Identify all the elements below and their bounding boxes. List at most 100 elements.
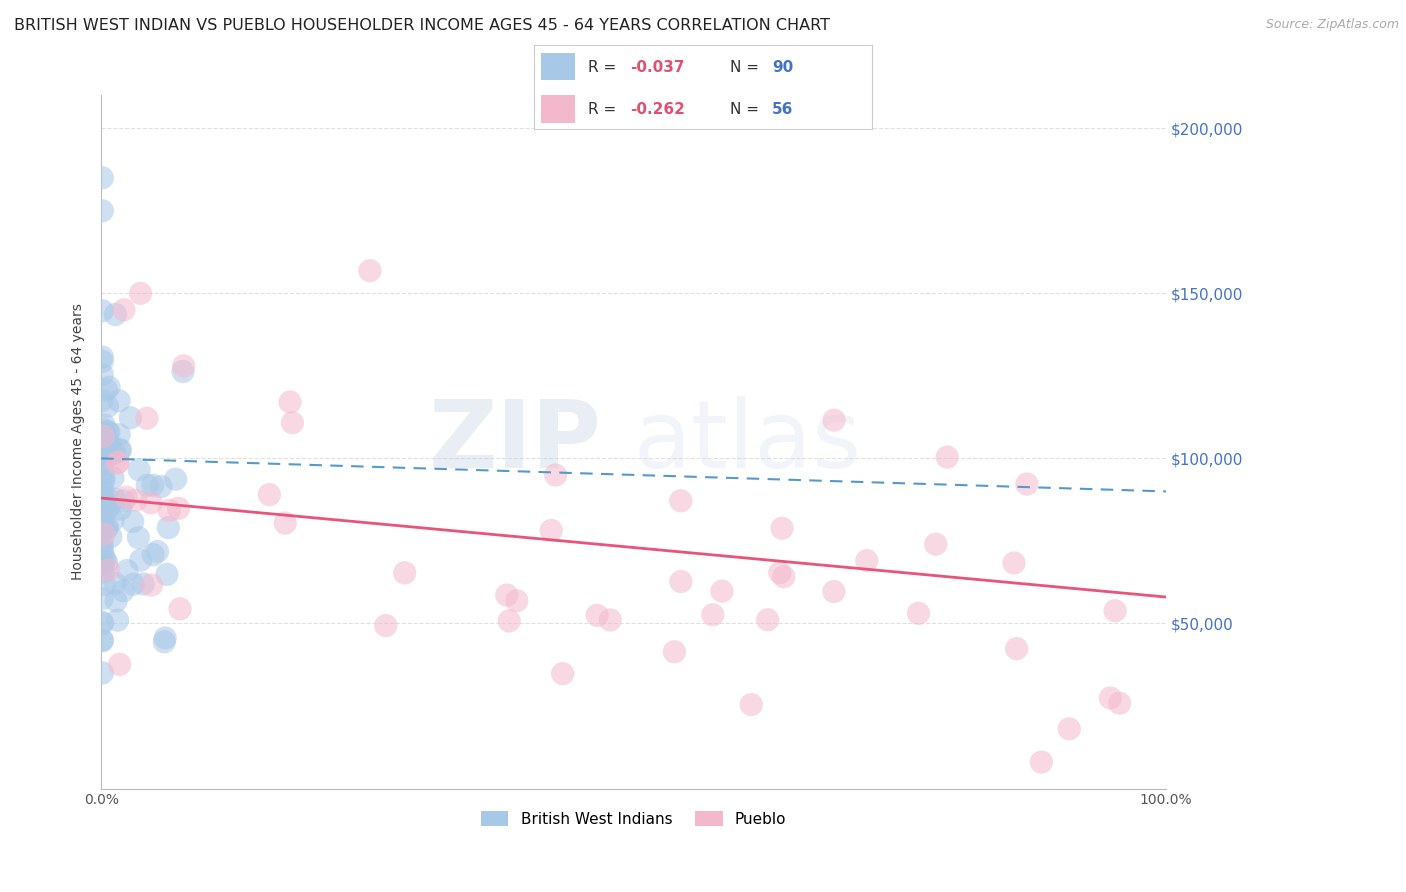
Point [112,494,135,508]
Point [96,556,118,570]
Legend: British West Indians, Pueblo: British West Indians, Pueblo [475,805,793,833]
Point [172,365,194,379]
Point [146,544,169,558]
Point [498,614,520,628]
Point [157,503,180,517]
Point [259,487,281,501]
Point [129,553,152,567]
Text: ZIP: ZIP [429,396,602,488]
Point [855,554,877,568]
Point [91,520,114,534]
Point [907,607,929,621]
FancyBboxPatch shape [541,54,575,80]
Point [128,463,150,477]
Point [107,613,129,627]
Point [104,446,127,460]
Point [769,566,792,580]
Text: N =: N = [730,102,763,117]
Point [770,521,793,535]
Text: BRITISH WEST INDIAN VS PUEBLO HOUSEHOLDER INCOME AGES 45 - 64 YEARS CORRELATION : BRITISH WEST INDIAN VS PUEBLO HOUSEHOLDE… [14,18,830,33]
Point [98,499,121,513]
Point [96,503,118,517]
Point [93,442,115,457]
Point [91,541,114,556]
Point [91,458,114,473]
Point [91,303,114,318]
Point [756,613,779,627]
Point [108,427,131,442]
Point [165,472,187,486]
Point [91,483,114,497]
Point [1002,556,1025,570]
Point [97,425,120,439]
Point [710,584,733,599]
Point [103,491,125,506]
Text: R =: R = [588,60,621,75]
Point [157,521,180,535]
Point [101,513,124,527]
Point [1031,755,1053,769]
Point [1108,696,1130,710]
Point [544,468,567,483]
Point [98,380,121,394]
Point [169,602,191,616]
Point [156,567,179,582]
Y-axis label: Householder Income Ages 45 - 64 years: Householder Income Ages 45 - 64 years [72,303,86,581]
Point [112,302,135,317]
Point [394,566,416,580]
Point [108,443,131,458]
Point [96,432,118,446]
Point [281,416,304,430]
Point [96,444,118,458]
Point [91,536,114,550]
Point [110,442,132,457]
Point [91,633,114,648]
Point [772,570,794,584]
Point [96,383,118,397]
Point [115,564,138,578]
Point [1104,604,1126,618]
Point [93,527,115,541]
Point [936,450,959,464]
Point [91,500,114,514]
Point [94,552,117,566]
Point [1015,477,1038,491]
Point [108,393,131,408]
Point [823,584,845,599]
Point [93,473,115,487]
Point [91,446,114,460]
Point [100,530,122,544]
Point [93,565,115,579]
Point [139,496,162,510]
Point [91,440,114,454]
Point [702,607,724,622]
Point [93,467,115,482]
Point [127,531,149,545]
Point [1099,690,1122,705]
Point [150,479,173,493]
Point [91,665,114,680]
Point [93,577,115,591]
Point [135,411,157,425]
Point [1057,722,1080,736]
Point [97,400,120,414]
Point [173,359,195,373]
Point [96,519,118,533]
FancyBboxPatch shape [541,95,575,122]
Text: R =: R = [588,102,621,117]
Point [91,494,114,508]
Point [96,490,118,504]
Point [91,524,114,539]
Point [91,547,114,561]
Point [142,478,165,492]
Point [136,478,159,492]
Point [96,521,118,535]
Text: N =: N = [730,60,763,75]
Point [278,395,301,409]
Point [91,633,114,648]
Point [104,576,127,591]
Text: atlas: atlas [634,396,862,488]
Point [108,657,131,672]
Point [93,422,115,436]
Point [112,583,135,598]
